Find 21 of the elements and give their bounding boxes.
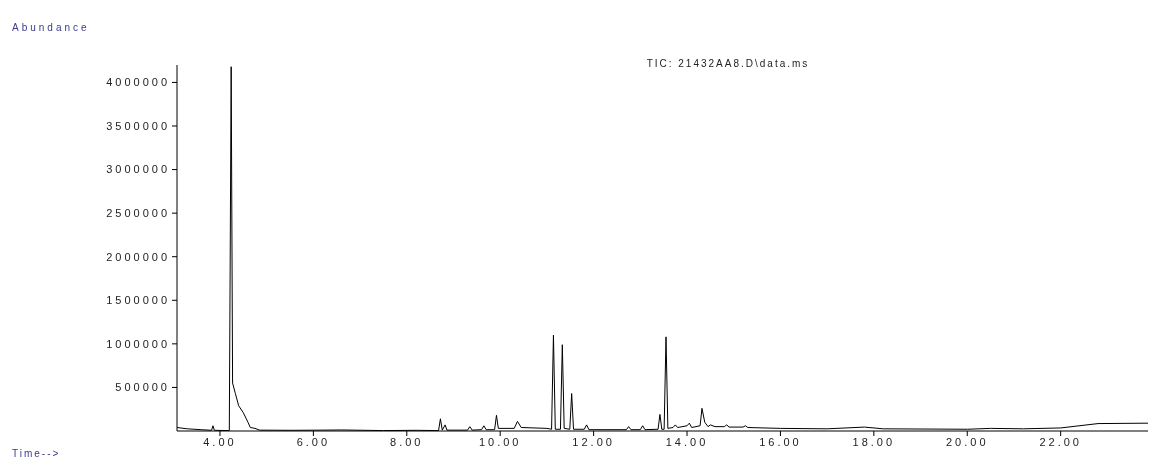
x-tick-label: 18.00: [852, 435, 896, 448]
y-axis-title: Abundance: [12, 22, 90, 33]
y-tick-label: 4000000: [106, 76, 170, 89]
x-tick-label: 4.00: [203, 435, 237, 448]
y-tick-label: 500000: [115, 381, 170, 394]
x-tick-label: 22.00: [1039, 435, 1082, 448]
x-tick-label: 14.00: [665, 435, 709, 448]
x-tick-label: 6.00: [296, 435, 331, 448]
y-tick-label: 2500000: [106, 207, 170, 220]
y-tick-label: 1000000: [106, 337, 170, 350]
y-tick-label: 2000000: [106, 250, 170, 263]
x-tick-label: 20.00: [945, 435, 989, 448]
x-tick-label: 12.00: [572, 435, 615, 448]
y-tick-label: 3000000: [106, 163, 170, 176]
x-tick-label: 10.00: [478, 435, 522, 448]
chart-title: TIC: 21432AA8.D\data.ms: [645, 58, 811, 69]
x-axis-title: Time-->: [12, 448, 61, 459]
y-tick-label: 1500000: [106, 294, 170, 307]
x-tick-label: 16.00: [759, 435, 802, 448]
y-tick-label: 3500000: [106, 119, 170, 132]
x-tick-label: 8.00: [390, 435, 424, 448]
